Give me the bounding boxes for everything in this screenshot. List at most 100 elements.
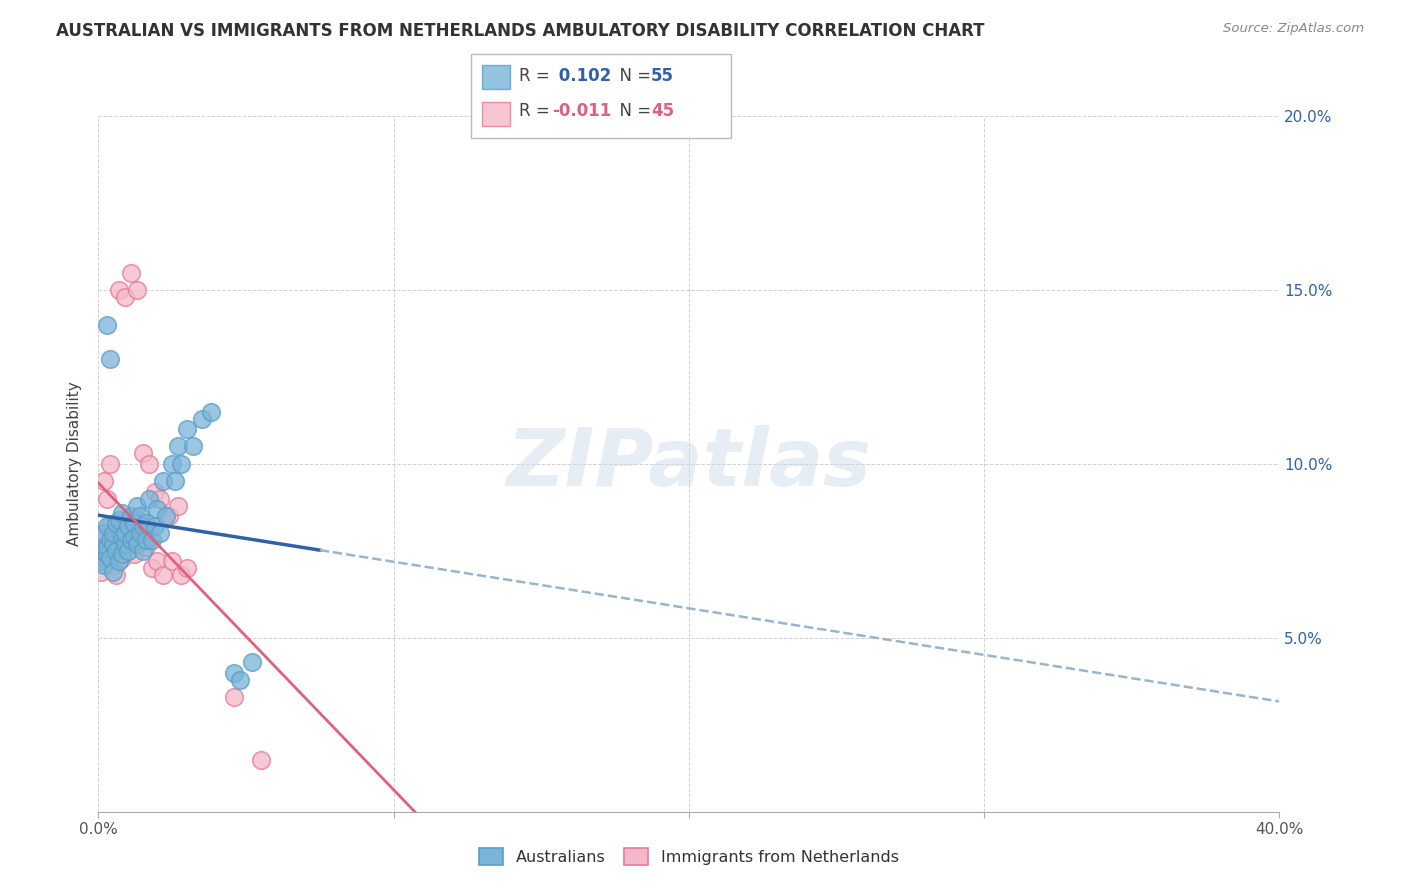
Point (122, 530, 145, 544)
Point (111, 530, 134, 544)
Point (120, 530, 142, 544)
Point (128, 508, 150, 523)
Point (105, 568, 128, 582)
Point (138, 491, 160, 506)
Point (146, 554, 169, 568)
Point (152, 474, 174, 488)
Point (132, 446, 155, 460)
Point (108, 533, 131, 548)
Point (103, 558, 125, 572)
Point (167, 440, 190, 454)
Text: 45: 45 (651, 103, 673, 120)
Point (117, 543, 139, 558)
Point (96, 547, 118, 561)
Point (108, 554, 131, 568)
Point (93, 526, 115, 541)
Point (103, 565, 125, 579)
Point (98, 541, 121, 555)
Point (135, 533, 157, 548)
Text: 0.102: 0.102 (553, 67, 610, 85)
Point (111, 526, 134, 541)
Point (90, 554, 112, 568)
Point (90, 565, 112, 579)
Point (152, 568, 174, 582)
Text: R =: R = (519, 103, 555, 120)
Point (111, 506, 134, 520)
Point (105, 516, 128, 530)
Point (120, 533, 142, 548)
Point (108, 283, 131, 297)
Point (125, 283, 148, 297)
Point (93, 474, 115, 488)
Point (125, 499, 148, 513)
Point (111, 547, 134, 561)
Point (162, 457, 183, 471)
Point (103, 537, 125, 551)
Point (96, 491, 118, 506)
Point (200, 405, 222, 419)
Point (98, 550, 121, 565)
Point (170, 457, 193, 471)
Text: AUSTRALIAN VS IMMIGRANTS FROM NETHERLANDS AMBULATORY DISABILITY CORRELATION CHAR: AUSTRALIAN VS IMMIGRANTS FROM NETHERLAND… (56, 22, 984, 40)
Point (176, 561, 198, 575)
Point (132, 519, 155, 533)
Point (114, 537, 136, 551)
Point (132, 543, 155, 558)
Point (128, 526, 150, 541)
Point (120, 508, 142, 523)
Point (125, 533, 148, 548)
Point (157, 508, 180, 523)
Point (117, 519, 139, 533)
Point (122, 516, 145, 530)
Point (120, 266, 142, 280)
Point (162, 554, 183, 568)
Text: N =: N = (609, 67, 657, 85)
Point (229, 673, 252, 687)
Point (135, 541, 157, 555)
Text: R =: R = (519, 67, 555, 85)
Y-axis label: Ambulatory Disability: Ambulatory Disability (67, 382, 83, 546)
Text: Source: ZipAtlas.com: Source: ZipAtlas.com (1223, 22, 1364, 36)
Point (224, 665, 246, 680)
Point (117, 543, 139, 558)
Point (240, 655, 263, 669)
Point (98, 457, 121, 471)
Point (114, 290, 136, 304)
Point (93, 526, 115, 541)
Point (132, 519, 155, 533)
Point (114, 537, 136, 551)
Point (149, 526, 172, 541)
Point (96, 519, 118, 533)
Point (143, 519, 166, 533)
Point (170, 568, 193, 582)
Legend: Australians, Immigrants from Netherlands: Australians, Immigrants from Netherlands (471, 840, 907, 873)
Point (114, 526, 136, 541)
Point (167, 499, 190, 513)
Point (143, 484, 166, 499)
Point (93, 558, 115, 572)
Point (149, 491, 172, 506)
Point (224, 690, 246, 704)
Point (96, 318, 118, 332)
Text: ZIPatlas: ZIPatlas (506, 425, 872, 503)
Point (146, 502, 169, 516)
Point (103, 530, 125, 544)
Point (250, 753, 273, 767)
Point (181, 440, 204, 454)
Point (96, 537, 118, 551)
Point (111, 550, 134, 565)
Point (108, 512, 131, 526)
Point (191, 411, 214, 425)
Point (93, 550, 115, 565)
Text: -0.011: -0.011 (553, 103, 612, 120)
Point (90, 543, 112, 558)
Point (105, 543, 128, 558)
Point (98, 352, 121, 367)
Point (98, 533, 121, 548)
Point (176, 422, 198, 436)
Point (141, 561, 163, 575)
Point (105, 547, 128, 561)
Text: N =: N = (609, 103, 657, 120)
Point (125, 537, 148, 551)
Point (122, 547, 145, 561)
